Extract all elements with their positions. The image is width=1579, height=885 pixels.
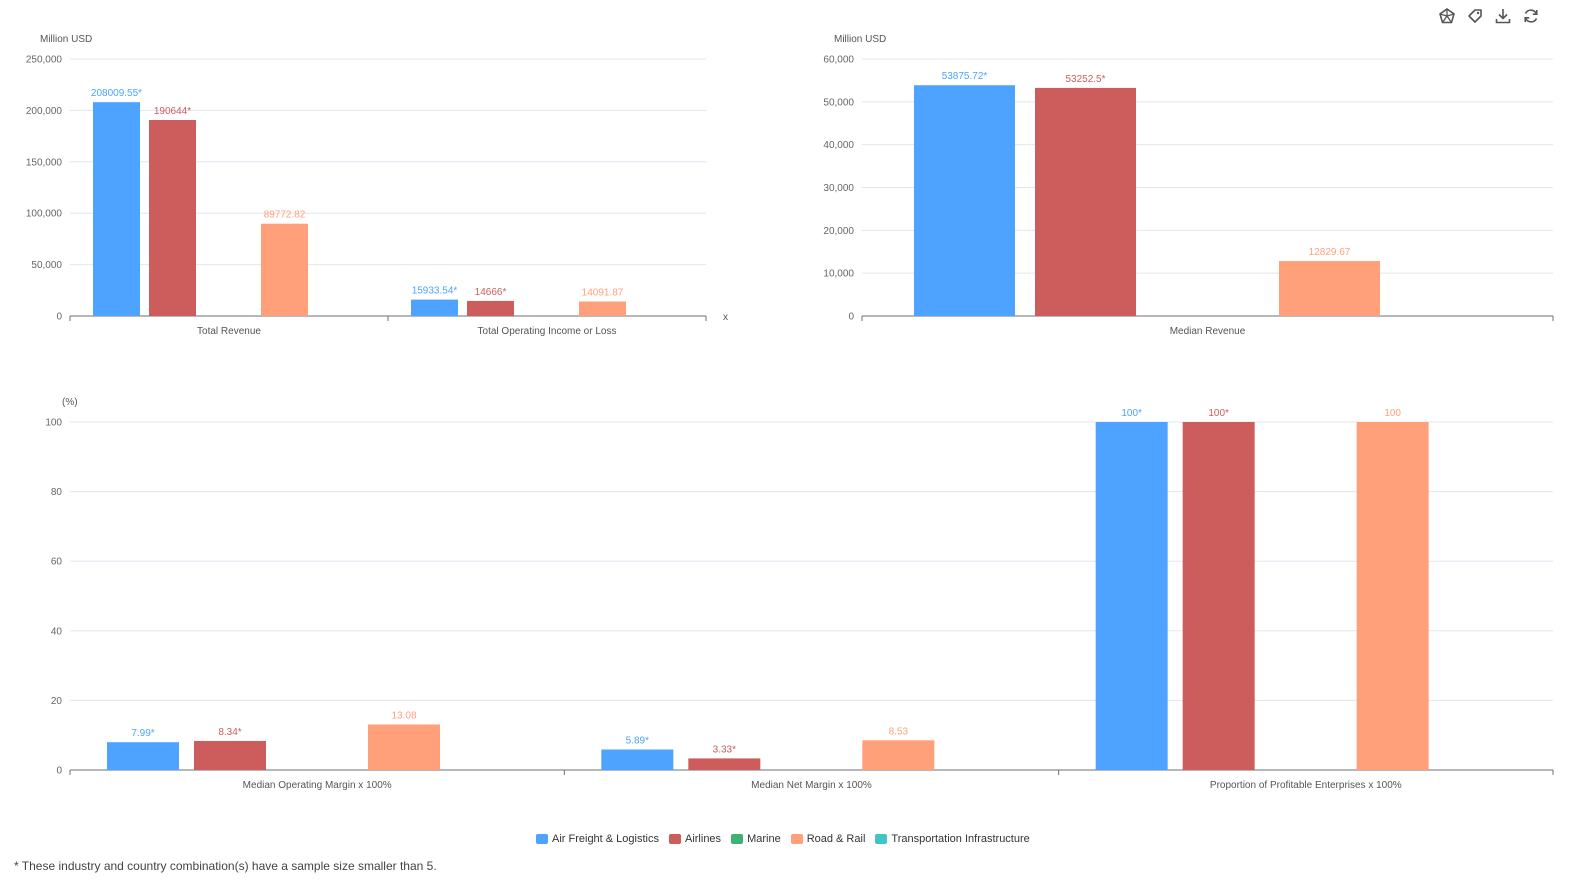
category-label: Median Revenue (1170, 326, 1246, 337)
bar (149, 120, 196, 316)
y-tick-label: 50,000 (31, 260, 62, 271)
legend-swatch (790, 834, 803, 844)
legend-swatch (536, 834, 548, 844)
bar (467, 300, 514, 316)
refresh-button[interactable] (1520, 6, 1542, 26)
data-label: 7.99* (131, 728, 154, 739)
category-label: Median Operating Margin x 100% (243, 780, 392, 791)
y-tick-label: 10,000 (823, 269, 854, 280)
data-label: 89772.82 (264, 210, 306, 221)
legend-label: Road & Rail (806, 833, 866, 845)
legend: Air Freight & Logistics Airlines Marine … (536, 830, 1056, 848)
data-label: 53252.5* (1065, 74, 1105, 85)
data-label: 14091.87 (582, 288, 624, 299)
y-axis-title: Million USD (40, 34, 92, 45)
bar (1095, 422, 1168, 770)
data-label: 8.53 (889, 726, 909, 737)
category-label: Total Revenue (197, 326, 261, 337)
legend-label: Air Freight & Logistics (552, 833, 659, 845)
data-label: 5.89* (626, 736, 649, 747)
bar (914, 85, 1015, 316)
bar (1182, 422, 1255, 770)
download-button[interactable] (1492, 6, 1514, 26)
chart-1: 0 50,000 100,000 150,000 200,000 250,000 Milli… (26, 34, 728, 337)
legend-label: Marine (747, 833, 781, 845)
tag-icon (1468, 9, 1482, 23)
y-tick-label: 100,000 (26, 209, 63, 220)
y-tick-label: 60,000 (823, 55, 854, 66)
data-label: 3.33* (713, 744, 736, 755)
y-tick-label: 40,000 (823, 140, 854, 151)
bar (107, 742, 179, 770)
bar (261, 223, 308, 316)
data-label: 100* (1121, 408, 1142, 419)
data-label: 190644* (154, 106, 191, 117)
y-tick-label: 200,000 (26, 106, 63, 117)
legend-item-transportation-infrastructure[interactable]: Transportation Infrastructure (875, 833, 1030, 845)
y-tick-label: 80 (51, 487, 63, 498)
data-label: 100* (1208, 408, 1229, 419)
data-label: 8.34* (218, 727, 241, 738)
chart-type-button[interactable] (1436, 6, 1458, 26)
legend-swatch (731, 834, 744, 844)
y-tick-label: 250,000 (26, 55, 63, 66)
legend-label: Transportation Infrastructure (891, 833, 1030, 845)
y-tick-label: 50,000 (823, 97, 854, 108)
bar (1356, 422, 1429, 770)
legend-item-marine[interactable]: Marine (731, 833, 781, 845)
tag-button[interactable] (1464, 6, 1486, 26)
legend-item-airlines[interactable]: Airlines (668, 833, 722, 845)
y-tick-label: 60 (51, 557, 63, 568)
bar (368, 724, 440, 770)
category-label: Proportion of Profitable Enterprises x 1… (1210, 780, 1402, 791)
y-axis-title: (%) (62, 397, 78, 408)
y-tick-label: 100 (45, 418, 62, 429)
data-label: 14666* (475, 287, 507, 298)
y-tick-label: 0 (56, 312, 62, 323)
y-tick-label: 20 (51, 696, 63, 707)
data-label: 53875.72* (942, 71, 988, 82)
category-label: Total Operating Income or Loss (478, 326, 617, 337)
y-tick-label: 0 (56, 766, 62, 777)
bar (194, 740, 266, 770)
chart-toolbar (1436, 6, 1544, 26)
bar (688, 758, 761, 770)
bar (579, 301, 626, 316)
bar (601, 749, 674, 770)
category-label: Median Net Margin x 100% (751, 780, 872, 791)
bar (1279, 261, 1380, 316)
legend-label: Airlines (684, 833, 722, 845)
data-label: 208009.55* (91, 88, 142, 99)
legend-item-air-freight[interactable]: Air Freight & Logistics (536, 833, 659, 845)
bar (1035, 87, 1136, 316)
data-label: 12829.67 (1309, 247, 1351, 258)
legend-swatch (875, 834, 888, 844)
y-tick-label: 40 (51, 626, 63, 637)
y-tick-label: 0 (848, 312, 854, 323)
y-tick-label: 30,000 (823, 183, 854, 194)
data-label: 15933.54* (412, 286, 458, 297)
footnote: * These industry and country combination… (14, 859, 437, 873)
chart-2: 0 10,000 20,000 30,000 40,000 50,000 60,000 Mil… (823, 34, 1554, 337)
bar (93, 102, 140, 316)
data-label: 13.08 (391, 710, 416, 721)
y-axis-title: Million USD (834, 34, 886, 45)
download-icon (1495, 9, 1511, 24)
x-axis-title: x (723, 312, 728, 323)
y-tick-label: 20,000 (823, 226, 854, 237)
legend-item-road-rail[interactable]: Road & Rail (790, 833, 866, 845)
bar (862, 740, 935, 770)
y-tick-label: 150,000 (26, 157, 63, 168)
data-label: 100 (1384, 408, 1401, 419)
refresh-icon (1524, 9, 1538, 23)
bar (411, 299, 458, 316)
legend-swatch (668, 834, 681, 844)
chart-type-icon (1439, 8, 1455, 24)
